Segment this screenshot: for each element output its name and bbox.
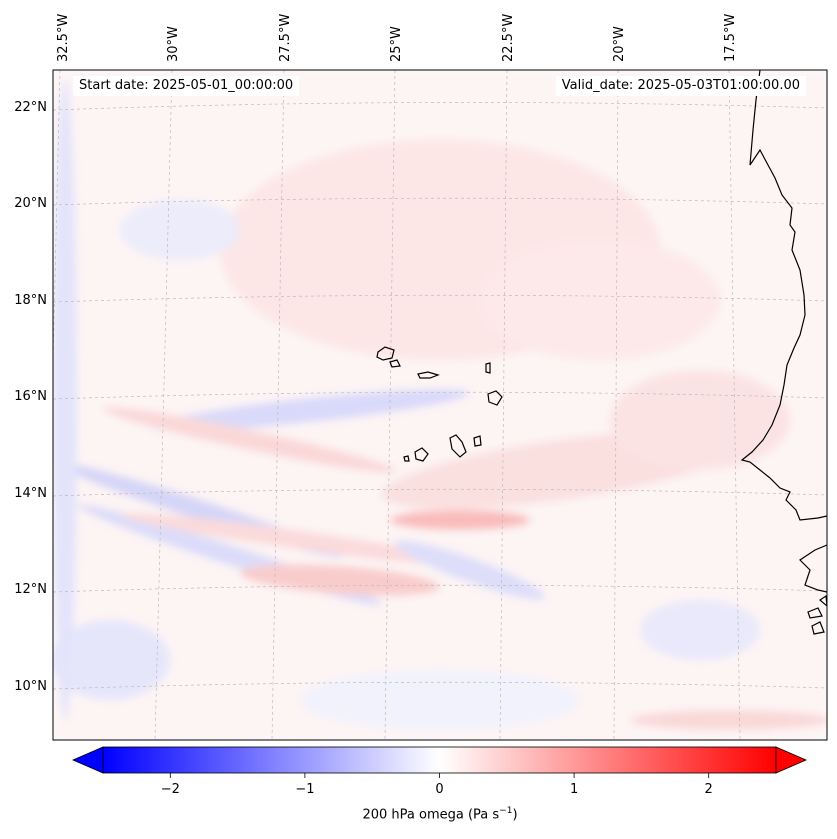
lat-label-18n: 18°N [14, 293, 47, 308]
colorbar-min-extend [71, 746, 104, 774]
coastlines [376, 70, 827, 635]
cape-verde-boa-vista [487, 390, 503, 406]
graticule [53, 70, 827, 740]
colorbar-tick-label: 2 [705, 782, 713, 797]
colorbar-tick-label: 1 [570, 782, 578, 797]
cape-verde-maio [473, 435, 482, 447]
lat-label-12n: 12°N [14, 582, 47, 597]
start-date-label: Start date: 2025-05-01_00:00:00 [73, 76, 300, 96]
colorbar: −2 −1 0 1 2 [71, 746, 808, 797]
lat-label-10n: 10°N [14, 679, 47, 694]
lon-labels: 32.5°W 30°W 27.5°W 25°W 22.5°W 20°W 17.5… [56, 14, 738, 62]
cape-verde-sal [485, 362, 491, 374]
lon-label-20w: 20°W [612, 26, 627, 62]
colorbar-tick-label: 0 [435, 782, 443, 797]
lat-label-22n: 22°N [14, 100, 47, 115]
lon-label-32-5w: 32.5°W [56, 14, 71, 62]
lat-label-14n: 14°N [14, 486, 47, 501]
lon-label-22-5w: 22.5°W [501, 14, 516, 62]
cape-verde-santiago [449, 434, 467, 458]
guinea-bissau-coastline [799, 544, 827, 593]
cape-verde-fogo [414, 447, 429, 462]
colorbar-tick-label: −2 [161, 782, 180, 797]
omega-field [53, 70, 827, 740]
colorbar-title-main: 200 hPa omega (Pa s [362, 807, 500, 823]
lon-label-27-5w: 27.5°W [278, 14, 293, 62]
lon-label-30w: 30°W [166, 26, 181, 62]
lat-labels: 22°N 20°N 18°N 16°N 14°N 12°N 10°N [14, 100, 47, 694]
cape-verde-santo-antao [376, 346, 395, 361]
colorbar-title-exponent: −1 [499, 806, 513, 816]
valid-date-label: Valid_date: 2025-05-03T01:00:00.00 [555, 76, 806, 96]
colorbar-title: 200 hPa omega (Pa s−1) [0, 806, 837, 822]
lon-label-25w: 25°W [389, 26, 404, 62]
lon-label-17-5w: 17.5°W [723, 14, 738, 62]
colorbar-tick-label: −1 [295, 782, 314, 797]
cape-verde-sao-nicolau [417, 371, 440, 379]
colorbar-max-extend [775, 746, 808, 774]
colorbar-ticks: −2 −1 0 1 2 [161, 773, 713, 797]
map-frame [52, 69, 828, 741]
cape-verde-brava [403, 455, 410, 462]
lat-label-16n: 16°N [14, 389, 47, 404]
colorbar-body [102, 746, 777, 774]
colorbar-title-end: ) [512, 807, 518, 823]
lat-label-20n: 20°N [14, 196, 47, 211]
cape-verde-sao-vicente [389, 359, 401, 368]
africa-coastline [740, 70, 827, 521]
